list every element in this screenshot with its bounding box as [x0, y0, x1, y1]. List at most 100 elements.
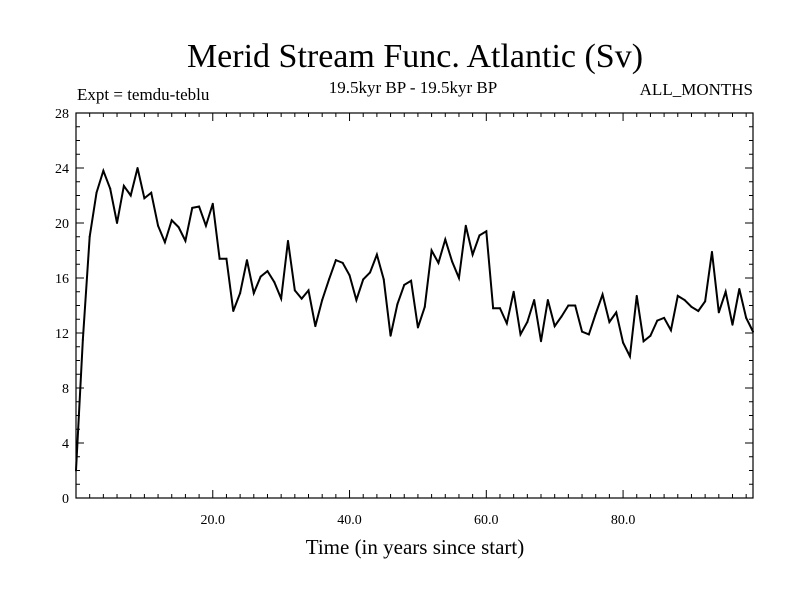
data-point	[587, 333, 590, 336]
data-point	[533, 299, 536, 301]
data-point	[581, 330, 584, 333]
data-point	[334, 259, 337, 262]
data-point	[273, 281, 276, 284]
x-tick-label: 80.0	[611, 513, 636, 528]
data-point	[177, 226, 180, 229]
data-point	[560, 315, 563, 318]
data-point	[676, 294, 679, 297]
data-point	[457, 277, 460, 279]
data-point	[478, 234, 481, 237]
data-point	[355, 299, 358, 301]
data-point	[690, 305, 693, 308]
data-point	[601, 293, 604, 296]
axis-ticks	[76, 112, 753, 499]
data-point	[239, 292, 242, 295]
data-point	[505, 322, 508, 325]
data-point	[218, 257, 221, 260]
data-point	[669, 329, 672, 332]
x-tick-label: 40.0	[337, 513, 362, 528]
data-point	[211, 202, 214, 205]
data-point	[102, 169, 105, 172]
data-point	[731, 323, 734, 326]
data-point	[259, 275, 262, 278]
data-point	[225, 257, 228, 260]
data-point	[170, 219, 173, 222]
data-point	[656, 319, 659, 322]
data-point	[416, 326, 419, 329]
data-point	[540, 340, 543, 343]
data-point	[396, 303, 399, 306]
data-point	[437, 261, 440, 264]
y-tick-label: 0	[62, 492, 69, 507]
data-point	[198, 205, 201, 208]
y-tick-label: 16	[55, 272, 69, 287]
data-points	[75, 167, 754, 472]
data-point	[280, 297, 283, 300]
y-tick-label: 12	[55, 327, 69, 342]
data-point	[526, 321, 529, 323]
data-point	[622, 341, 625, 344]
data-point	[382, 278, 385, 281]
data-point	[245, 259, 248, 262]
data-point	[204, 224, 207, 227]
data-point	[471, 253, 474, 256]
data-point	[129, 194, 132, 197]
data-point	[328, 278, 331, 281]
data-point	[710, 250, 713, 253]
data-point	[663, 316, 666, 319]
data-point	[191, 206, 194, 209]
data-point	[109, 187, 112, 190]
data-point	[143, 197, 146, 200]
data-point	[75, 469, 77, 472]
data-point	[697, 310, 700, 312]
data-point	[430, 249, 433, 252]
data-point	[252, 292, 255, 295]
x-tick-label: 20.0	[201, 513, 226, 528]
data-point	[300, 297, 303, 300]
series-line	[75, 167, 754, 471]
data-point	[136, 167, 139, 169]
data-point	[444, 238, 447, 241]
data-point	[341, 261, 344, 264]
data-point	[738, 288, 741, 290]
data-point	[608, 321, 611, 323]
data-point	[683, 299, 686, 301]
data-point	[122, 184, 125, 187]
data-point	[752, 330, 754, 333]
data-point	[184, 239, 187, 242]
data-point	[649, 334, 652, 337]
chart-subtitle-left: Expt = temdu-teblu	[77, 85, 210, 104]
data-point	[628, 355, 631, 358]
y-tick-label: 20	[55, 217, 69, 232]
data-point	[157, 224, 160, 227]
data-point	[286, 239, 289, 242]
data-point	[492, 307, 495, 310]
data-point	[266, 270, 269, 273]
x-tick-label: 60.0	[474, 513, 499, 528]
data-point	[232, 310, 235, 312]
data-point	[574, 304, 577, 307]
data-point	[451, 260, 454, 263]
data-point	[635, 294, 638, 297]
data-point	[321, 299, 324, 301]
data-point	[403, 283, 406, 286]
x-axis-label: Time (in years since start)	[306, 535, 525, 559]
data-point	[485, 230, 488, 233]
data-point	[81, 338, 84, 341]
data-point	[163, 241, 166, 244]
data-point	[567, 304, 570, 307]
data-point	[116, 222, 119, 224]
data-point	[410, 279, 413, 282]
data-point	[704, 300, 707, 303]
data-point	[293, 289, 296, 292]
data-point	[88, 235, 91, 238]
data-point	[464, 224, 467, 227]
data-point	[369, 271, 372, 274]
data-point	[307, 289, 310, 292]
data-point	[95, 191, 98, 194]
y-tick-label: 24	[55, 162, 69, 177]
data-point	[498, 307, 501, 310]
data-point	[375, 253, 378, 256]
chart-title: Merid Stream Func. Atlantic (Sv)	[187, 38, 643, 75]
